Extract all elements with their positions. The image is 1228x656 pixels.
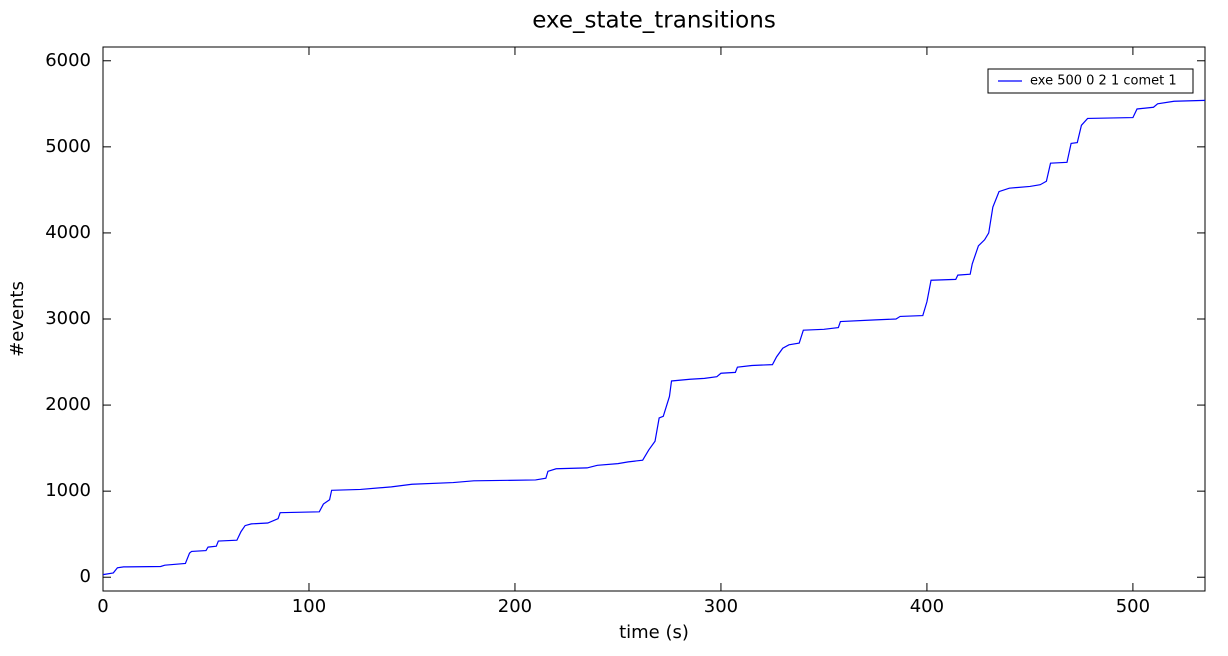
- x-tick-label: 300: [704, 596, 738, 617]
- legend-box: [987, 68, 1194, 94]
- chart-title: exe_state_transitions: [532, 8, 776, 34]
- x-tick-label: 400: [910, 596, 944, 617]
- data-line: [102, 99, 1206, 576]
- x-axis-label: time (s): [619, 622, 689, 643]
- y-tick-label: 2000: [45, 394, 91, 415]
- x-tick-label: 100: [292, 596, 326, 617]
- x-tick-label: 500: [1116, 596, 1150, 617]
- y-tick-label: 6000: [45, 50, 91, 71]
- plot-frame: [102, 46, 1206, 592]
- y-tick-label: 1000: [45, 480, 91, 501]
- x-tick-label: 0: [97, 596, 108, 617]
- x-tick-label: 200: [498, 596, 532, 617]
- y-tick-label: 3000: [45, 308, 91, 329]
- y-tick-label: 4000: [45, 222, 91, 243]
- y-axis-label: #events: [7, 281, 28, 357]
- y-tick-label: 0: [80, 566, 91, 587]
- legend-label: exe 500 0 2 1 comet 1: [1030, 74, 1177, 89]
- y-tick-label: 5000: [45, 136, 91, 157]
